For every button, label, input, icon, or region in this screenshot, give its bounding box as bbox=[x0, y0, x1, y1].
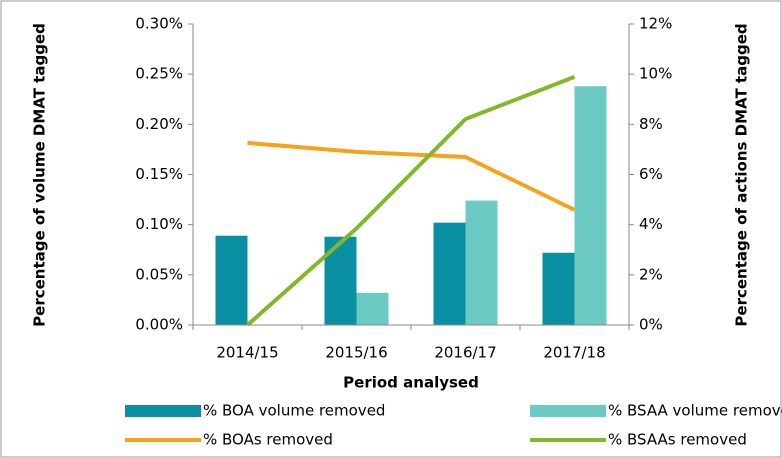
legend-label: % BSAA volume removed bbox=[608, 402, 782, 420]
bar bbox=[465, 200, 498, 325]
legend-label: % BOAs removed bbox=[203, 431, 333, 449]
y2-tick-label: 2% bbox=[639, 265, 663, 283]
y2-tick-label: 12% bbox=[639, 15, 672, 33]
y-tick-label: 0.00% bbox=[135, 316, 183, 334]
y2-tick-label: 10% bbox=[639, 65, 672, 83]
y-tick-label: 0.10% bbox=[135, 215, 183, 233]
legend-label: % BSAAs removed bbox=[608, 431, 747, 449]
y-tick-label: 0.25% bbox=[135, 65, 183, 83]
line-series bbox=[247, 140, 576, 212]
legend-label: % BOA volume removed bbox=[203, 402, 385, 420]
bar bbox=[574, 86, 607, 325]
bar bbox=[433, 222, 466, 325]
x-tick-label: 2015/16 bbox=[325, 344, 387, 362]
x-tick-label: 2014/15 bbox=[216, 344, 278, 362]
line-series bbox=[246, 75, 576, 327]
y2-tick-label: 8% bbox=[639, 115, 663, 133]
y2-axis-label: Percentage of actions DMAT tagged bbox=[733, 23, 751, 326]
y-tick-label: 0.15% bbox=[135, 165, 183, 183]
y-axis-label: Percentage of volume DMAT tagged bbox=[31, 23, 49, 327]
x-tick-label: 2016/17 bbox=[434, 344, 496, 362]
y2-tick-label: 6% bbox=[639, 165, 663, 183]
bar bbox=[215, 235, 248, 325]
y-tick-label: 0.05% bbox=[135, 265, 183, 283]
y-tick-label: 0.20% bbox=[135, 115, 183, 133]
y-tick-label: 0.30% bbox=[135, 15, 183, 33]
x-tick-label: 2017/18 bbox=[543, 344, 605, 362]
y2-tick-label: 4% bbox=[639, 215, 663, 233]
bar bbox=[542, 252, 575, 325]
x-axis-label: Period analysed bbox=[343, 374, 479, 392]
legend-swatch bbox=[530, 405, 606, 417]
y2-tick-label: 0% bbox=[639, 316, 663, 334]
legend-swatch bbox=[125, 405, 201, 417]
bar bbox=[356, 292, 389, 325]
